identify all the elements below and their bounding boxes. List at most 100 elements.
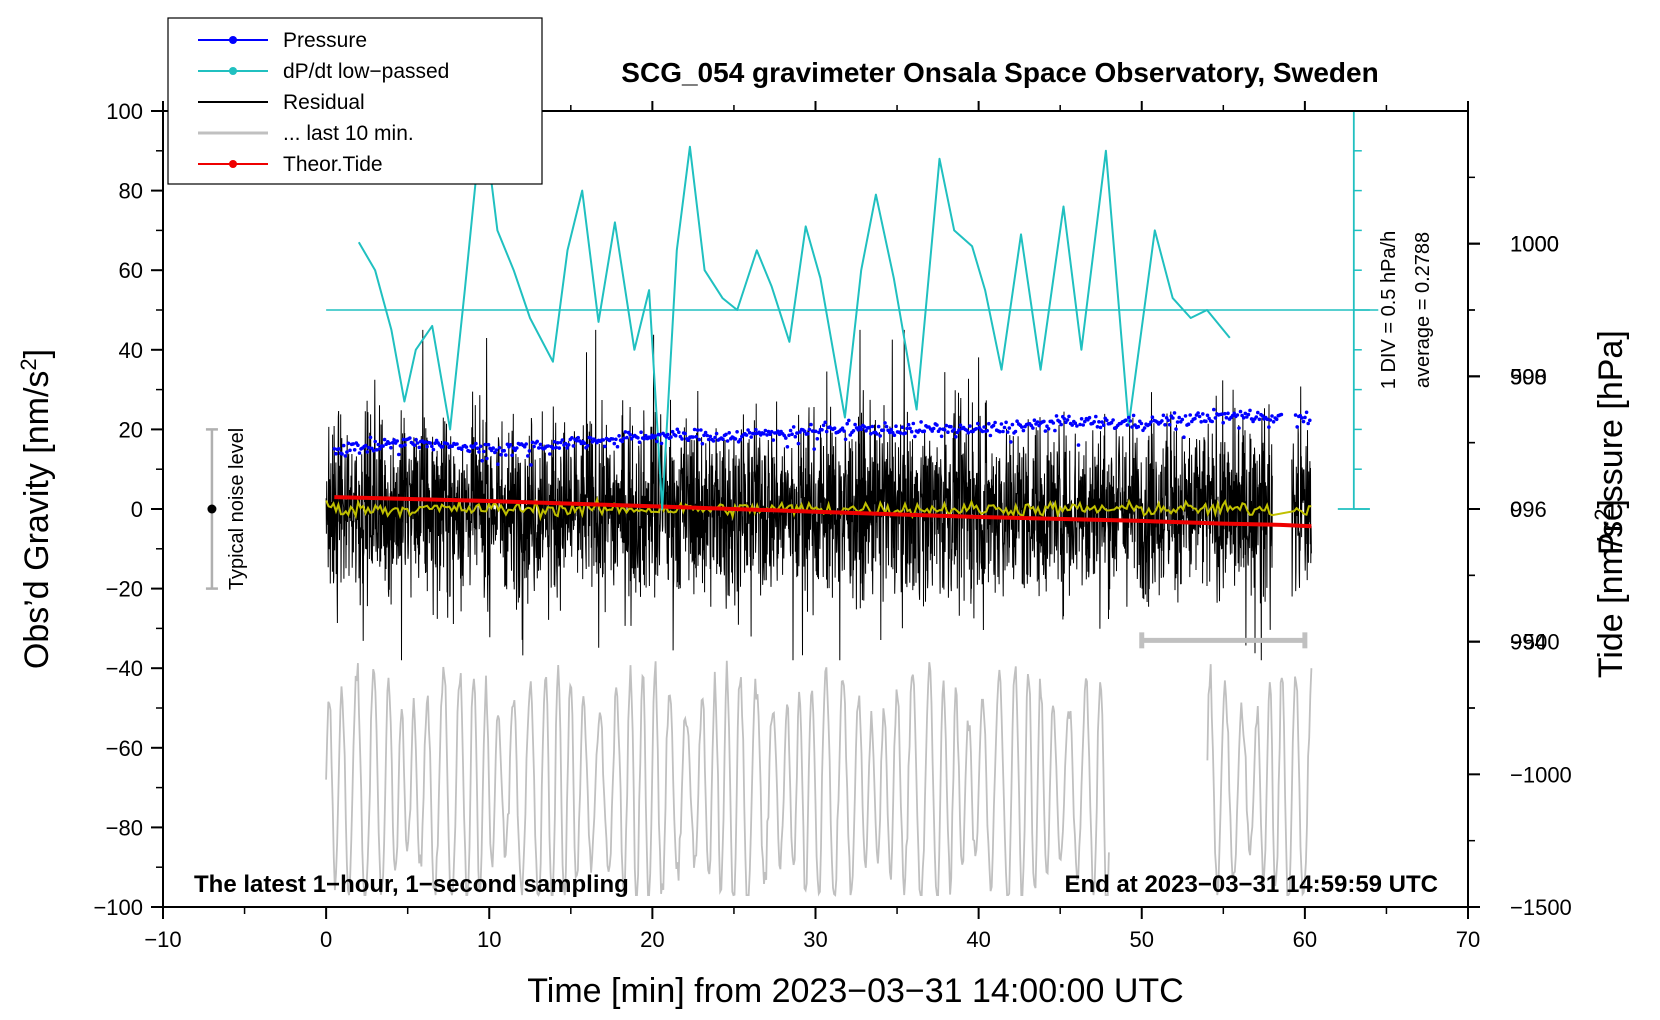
pressure-point — [1260, 414, 1265, 418]
pressure-point — [357, 451, 362, 455]
pressure-point — [1254, 415, 1259, 419]
pressure-point — [840, 426, 845, 431]
y-tick-label: −40 — [106, 656, 143, 681]
pressure-point — [582, 441, 587, 446]
pressure-point — [935, 423, 939, 427]
pressure-point — [908, 426, 912, 431]
y-tick-label: 60 — [119, 258, 143, 283]
pressure-point — [680, 437, 684, 441]
pressure-point — [474, 441, 478, 446]
pressure-point — [648, 436, 653, 440]
pressure-point — [769, 429, 774, 434]
pressure-point — [700, 441, 705, 446]
pressure-point — [1300, 416, 1304, 420]
legend-label: dP/dt low−passed — [283, 60, 449, 83]
tide-axis-label-sup: 2 — [1590, 508, 1615, 520]
pressure-point — [958, 423, 963, 428]
pressure-point — [382, 437, 387, 442]
pressure-tick-label: 998 — [1510, 364, 1547, 389]
pressure-point — [823, 420, 827, 425]
legend-label: Residual — [283, 91, 365, 114]
pressure-point — [1201, 412, 1205, 416]
pressure-point — [628, 432, 632, 437]
x-axis-label: Time [min] from 2023−03−31 14:00:00 UTC — [527, 972, 1183, 1010]
pressure-point — [1306, 421, 1310, 426]
pressure-point — [1005, 430, 1010, 434]
pressure-point — [1270, 414, 1274, 418]
pressure-point — [691, 435, 695, 439]
pressure-point — [1032, 418, 1037, 423]
pressure-point — [705, 433, 709, 438]
pressure-point — [738, 437, 742, 442]
pressure-point — [1210, 419, 1214, 424]
pressure-point — [746, 428, 750, 432]
pressure-point — [798, 430, 802, 434]
pressure-point — [1265, 417, 1270, 422]
pressure-point — [1031, 426, 1035, 430]
pressure-point — [788, 428, 793, 433]
pressure-point — [776, 429, 780, 434]
pressure-point — [1004, 420, 1008, 425]
pressure-point — [870, 424, 875, 429]
pressure-point — [853, 422, 857, 427]
pressure-point — [497, 446, 502, 450]
pressure-point — [892, 433, 897, 438]
chart-title: SCG_054 gravimeter Onsala Space Observat… — [621, 57, 1378, 88]
pressure-point — [942, 428, 947, 432]
pressure-point — [724, 432, 728, 437]
pressure-point — [555, 441, 560, 445]
pressure-point — [1073, 421, 1078, 426]
pressure-point — [614, 437, 618, 442]
y-tick-label: −80 — [106, 815, 143, 840]
pressure-point — [985, 428, 989, 433]
pressure-point — [546, 444, 551, 448]
pressure-point — [615, 444, 620, 449]
pressure-point — [889, 427, 894, 432]
y-axis-label: Obs’d Gravity [nm/s2] — [16, 349, 57, 669]
pressure-point — [735, 430, 739, 434]
pressure-point — [692, 427, 697, 432]
pressure-point — [345, 450, 349, 454]
pressure-point — [1249, 417, 1254, 421]
pressure-point — [655, 439, 659, 444]
pressure-point — [431, 447, 436, 452]
pressure-point — [982, 425, 986, 429]
pressure-point — [1271, 420, 1276, 424]
pressure-point — [784, 436, 788, 440]
legend-swatch-marker — [229, 36, 237, 44]
pressure-point — [585, 443, 590, 448]
pressure-point — [884, 424, 889, 429]
pressure-point — [677, 430, 681, 435]
pressure-point — [1070, 423, 1074, 427]
pressure-point — [390, 441, 395, 445]
pressure-point — [754, 427, 758, 432]
pressure-point — [622, 436, 626, 441]
pressure-point — [1042, 419, 1046, 424]
pressure-point — [706, 437, 711, 442]
pressure-point — [1219, 412, 1224, 417]
y-tick-label: −60 — [106, 736, 143, 761]
pressure-point — [675, 427, 680, 432]
y-axis-label-text: Obs’d Gravity [nm/s — [18, 371, 56, 670]
pressure-point — [1212, 407, 1216, 412]
pressure-point — [1059, 422, 1063, 427]
pressure-point — [392, 438, 396, 442]
pressure-point — [1078, 422, 1082, 427]
pressure-point — [670, 429, 675, 434]
series-residual — [325, 329, 1312, 661]
x-tick-label: −10 — [144, 927, 181, 952]
pressure-point — [1131, 413, 1136, 418]
pressure-point — [1051, 421, 1056, 425]
pressure-point — [1021, 428, 1026, 433]
pressure-point — [785, 445, 790, 449]
pressure-point — [1045, 424, 1049, 429]
pressure-point — [1035, 420, 1040, 424]
pressure-point — [1241, 416, 1246, 420]
pressure-point — [378, 446, 382, 451]
pressure-point — [1174, 427, 1178, 431]
pressure-point — [414, 437, 418, 442]
pressure-point — [952, 427, 956, 432]
pressure-point — [1094, 414, 1098, 419]
legend-swatch-marker — [229, 160, 237, 168]
pressure-point — [762, 431, 766, 436]
